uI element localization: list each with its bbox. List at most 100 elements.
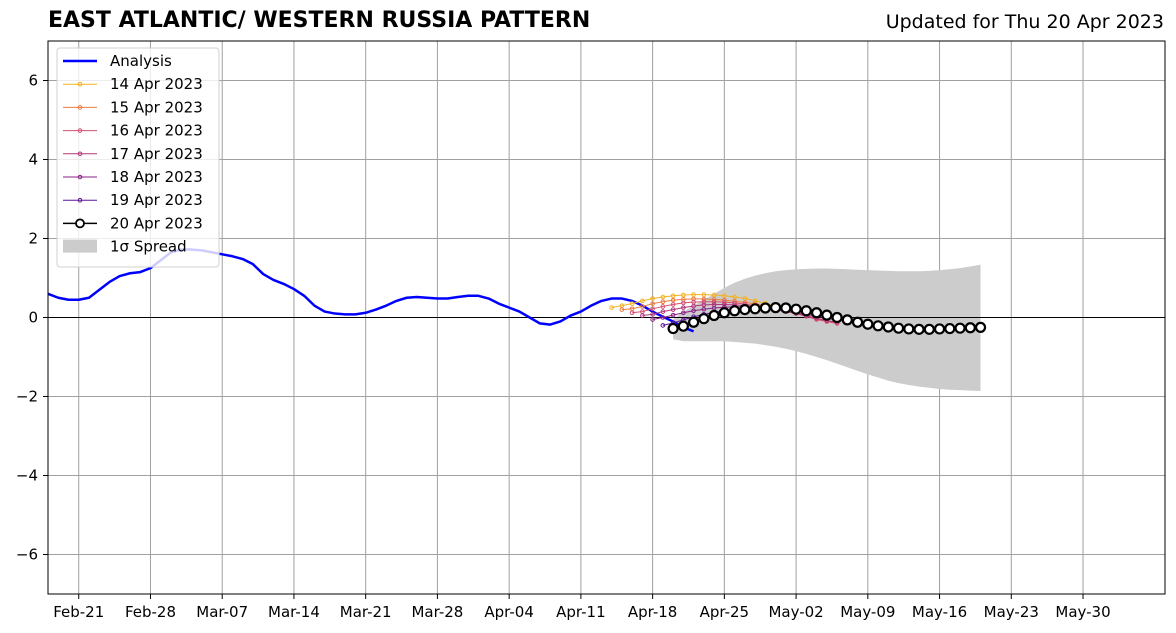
legend-label: 20 Apr 2023 [110, 214, 203, 232]
x-tick-label: Feb-21 [53, 603, 104, 621]
forecast-point [650, 306, 655, 312]
legend-marker [77, 151, 83, 157]
legend-label: 18 Apr 2023 [110, 168, 203, 186]
forecast-point [913, 323, 925, 335]
x-tick-label: May-23 [984, 603, 1039, 621]
forecast-point [892, 322, 905, 334]
forecast-point [752, 298, 758, 304]
forecast-point [660, 323, 666, 328]
y-tick-label: 4 [28, 151, 38, 169]
legend-marker [75, 218, 85, 229]
forecast-point [701, 296, 707, 302]
legend-label: 1σ Spread [110, 238, 187, 256]
forecast-point [722, 293, 727, 299]
forecast-point [769, 302, 782, 314]
forecast-point [670, 297, 676, 303]
forecast-point [619, 307, 625, 312]
forecast-point [711, 299, 717, 305]
forecast-point [640, 298, 645, 304]
legend-marker [77, 174, 83, 180]
y-tick-label: 2 [28, 230, 38, 248]
legend-marker [77, 197, 83, 203]
forecast-point [681, 310, 686, 316]
x-tick-label: May-09 [840, 603, 895, 621]
forecast-point [670, 312, 676, 318]
legend-marker [77, 81, 83, 87]
forecast-point [923, 323, 935, 335]
forecast-point [739, 304, 751, 316]
forecast-point [780, 302, 792, 314]
forecast-point [954, 322, 966, 334]
forecast-point [821, 309, 833, 321]
forecast-point [650, 296, 655, 301]
forecast-point [640, 304, 645, 309]
spread-band [673, 264, 981, 391]
legend-label: 16 Apr 2023 [110, 122, 203, 140]
x-tick-label: Mar-28 [411, 603, 463, 621]
forecast-point [701, 306, 707, 312]
y-tick-label: 0 [28, 309, 38, 327]
forecast-point [670, 293, 676, 299]
legend-label: Analysis [110, 52, 172, 70]
x-tick-label: May-16 [912, 603, 967, 621]
legend-label: 14 Apr 2023 [110, 75, 203, 93]
x-tick-label: May-30 [1055, 603, 1110, 621]
forecast-point [722, 302, 727, 307]
series-layer [47, 248, 987, 335]
forecast-point [677, 320, 689, 332]
x-tick-label: Apr-25 [700, 603, 750, 621]
forecast-point [749, 303, 761, 315]
forecast-point [660, 309, 666, 314]
forecast-point [831, 311, 843, 324]
forecast-point [688, 316, 700, 328]
forecast-point [691, 292, 696, 297]
x-tick-label: Feb-28 [125, 603, 176, 621]
forecast-point [974, 321, 987, 333]
x-tick-label: Mar-07 [196, 603, 248, 621]
legend-marker [77, 128, 83, 133]
legend: Analysis 14 Apr 2023 15 Apr 2023 16 Apr 202… [56, 47, 220, 268]
updated-date: Updated for Thu 20 Apr 2023 [885, 11, 1164, 33]
forecast-point [691, 303, 696, 309]
forecast-point [650, 301, 655, 306]
forecast-point [722, 299, 727, 305]
y-tick-label: 6 [28, 72, 38, 90]
forecast-point [650, 317, 655, 322]
forecast-point [660, 315, 666, 320]
forecast-point [872, 320, 884, 332]
forecast-point [759, 302, 771, 314]
x-tick-label: Mar-14 [268, 603, 320, 621]
forecast-point [670, 302, 676, 307]
forecast-point [862, 318, 874, 330]
plot-frame [47, 40, 1166, 595]
legend-swatch [63, 239, 97, 253]
legend-marker [77, 105, 83, 110]
forecast-point [708, 309, 720, 322]
forecast-point [851, 316, 864, 328]
forecast-series [667, 302, 987, 335]
x-tick-label: Mar-21 [340, 603, 392, 621]
forecast-point [640, 313, 645, 318]
forecast-point [810, 307, 823, 319]
x-tick-label: Apr-18 [628, 603, 678, 621]
forecast-point [718, 307, 730, 319]
forecast-point [629, 310, 635, 316]
forecast-point [882, 321, 894, 333]
forecast-point [660, 299, 666, 305]
forecast-point [670, 307, 676, 312]
legend-label: 17 Apr 2023 [110, 145, 203, 163]
forecast-point [681, 300, 686, 306]
forecast-point [660, 304, 666, 309]
y-tick-label: −6 [16, 546, 38, 564]
x-tick-label: Apr-11 [556, 603, 606, 621]
spread-layer [673, 264, 981, 391]
forecast-point [728, 305, 741, 317]
forecast-point [660, 294, 666, 300]
forecast-point [629, 301, 635, 306]
y-tick-label: −2 [16, 388, 38, 406]
forecast-point [701, 292, 707, 297]
forecast-point [790, 303, 802, 315]
forecast-point [711, 292, 717, 298]
x-tick-label: May-02 [768, 603, 823, 621]
